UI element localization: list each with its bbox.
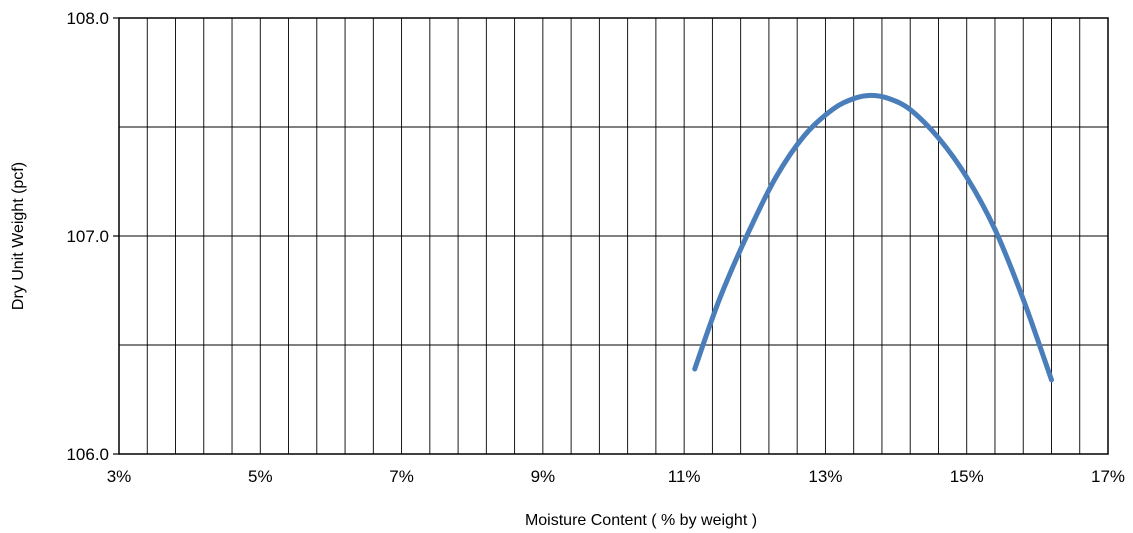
grid [119, 18, 1108, 454]
x-tick-label: 7% [389, 467, 414, 486]
series-layer [692, 92, 1054, 383]
x-tick-label: 5% [248, 467, 273, 486]
x-tick-label: 17% [1091, 467, 1125, 486]
y-tick-label: 106.0 [66, 445, 109, 464]
x-axis-title: Moisture Content ( % by weight ) [525, 512, 757, 529]
x-tick-label: 9% [531, 467, 556, 486]
series-line [692, 92, 1054, 383]
x-tick-label: 3% [107, 467, 132, 486]
y-axis-title: Dry Unit Weight (pcf) [10, 162, 27, 310]
x-tick-label: 13% [808, 467, 842, 486]
tick-labels: 3% 5% 7% 9% 11% 13% 15% 17% 106.0 107.0 108.0 [66, 9, 1125, 486]
y-tick-label: 107.0 [66, 227, 109, 246]
x-tick-label: 15% [950, 467, 984, 486]
y-tick-label: 108.0 [66, 9, 109, 28]
x-tick-label: 11% [668, 467, 701, 486]
